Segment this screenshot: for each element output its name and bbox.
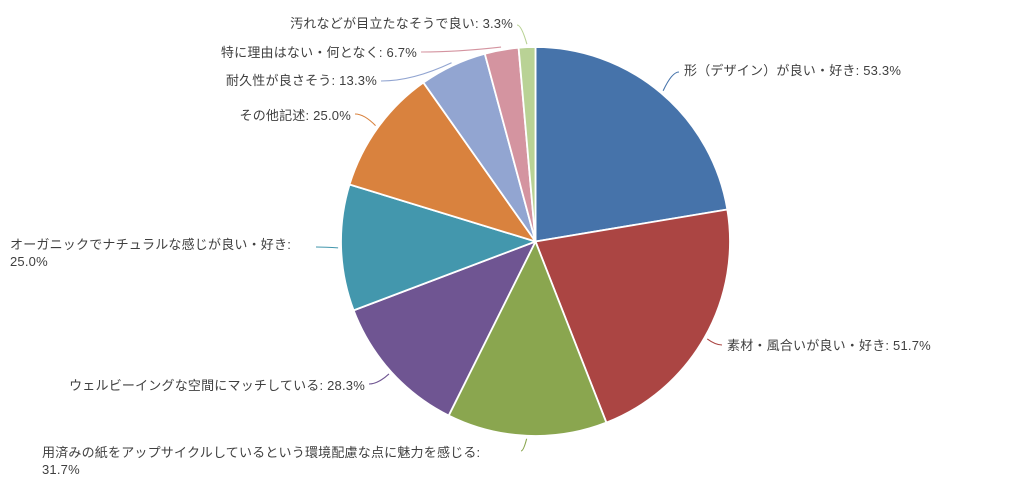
- slice-label-wellbeing: ウェルビーイングな空間にマッチしている: 28.3%: [69, 378, 365, 393]
- pie-slice-0: [534, 46, 729, 243]
- leader-line-0: [662, 71, 680, 92]
- leader-line-5: [354, 113, 376, 127]
- pie-slice-1: [534, 208, 731, 424]
- pie-slice-2: [447, 240, 608, 437]
- slice-label-upcycle: 用済みの紙をアップサイクルしているという環境配慮な点に魅力を感じる: 31.7%: [42, 445, 481, 477]
- slice-label-no-reason: 特に理由はない・何となく: 6.7%: [220, 45, 417, 60]
- pie-slice-8: [517, 46, 537, 243]
- leader-line-1: [706, 338, 723, 346]
- slice-label-material: 素材・風合いが良い・好き: 51.7%: [727, 338, 931, 353]
- slice-label-stain: 汚れなどが目立たなそうで良い: 3.3%: [290, 16, 513, 31]
- pie-slice-4: [340, 183, 537, 312]
- slice-label-durability: 耐久性が良さそう: 13.3%: [225, 73, 377, 88]
- pie-slice-3: [352, 240, 537, 417]
- leader-line-6: [380, 62, 452, 82]
- leader-line-7: [420, 46, 502, 53]
- slice-label-other: その他記述: 25.0%: [239, 108, 351, 123]
- slice-label-organic: オーガニックでナチュラルな感じが良い・好き: 25.0%: [10, 237, 292, 269]
- leader-line-8: [516, 24, 528, 45]
- leader-line-3: [368, 373, 390, 385]
- leader-line-4: [315, 246, 339, 249]
- leader-line-2: [520, 438, 528, 452]
- pie-slice-5: [348, 81, 537, 243]
- slice-label-design: 形（デザイン）が良い・好き: 53.3%: [684, 63, 902, 78]
